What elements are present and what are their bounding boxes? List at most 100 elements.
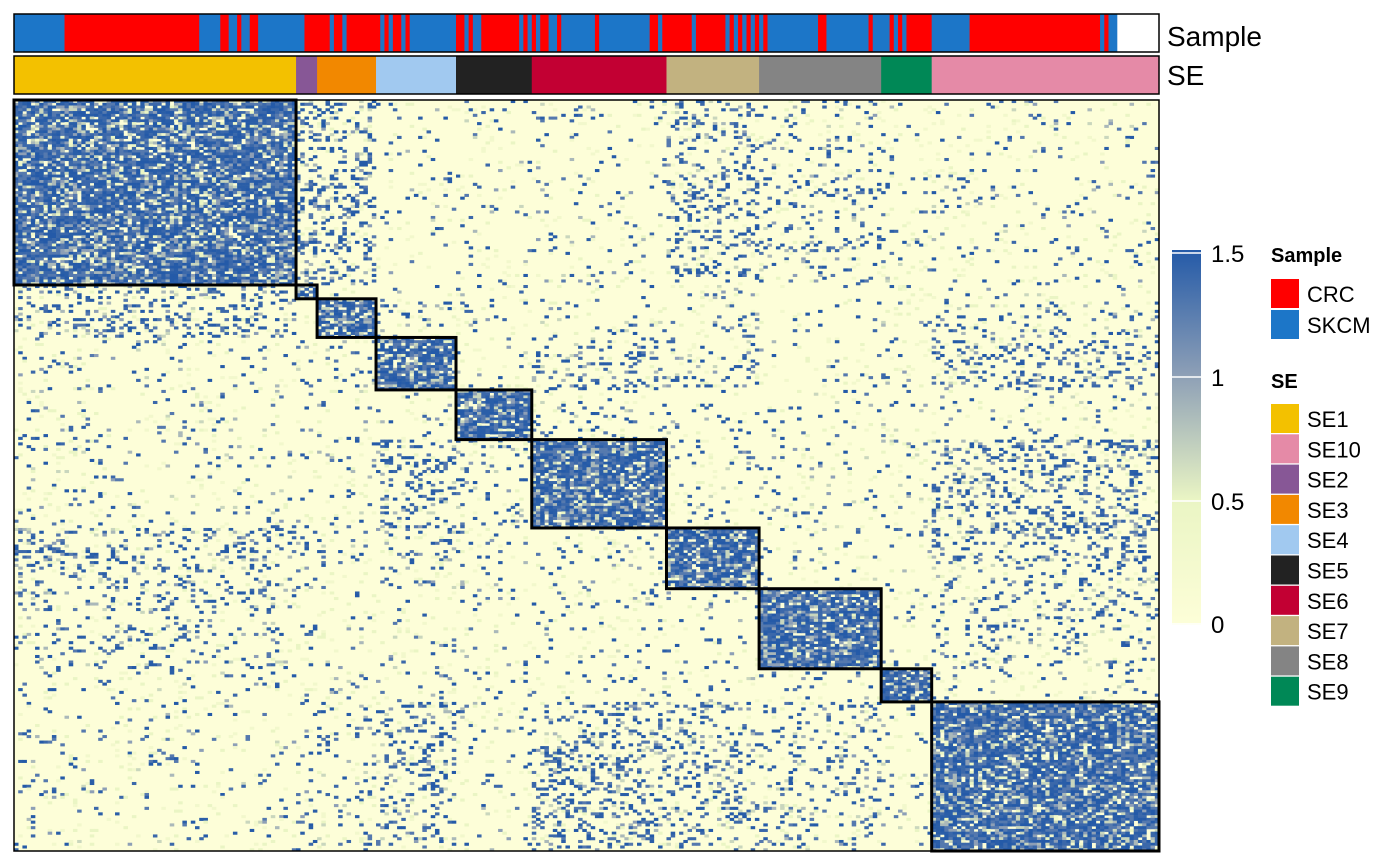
heatmap-cell [237,177,242,181]
heatmap-cell [717,100,722,104]
heatmap-cell [258,199,263,203]
heatmap-cell [127,182,133,186]
heatmap-cell [203,185,208,189]
heatmap-cell [691,138,697,142]
heatmap-cell [144,202,150,206]
heatmap-cell [47,246,53,250]
heatmap-cell [39,180,44,184]
heatmap-cell [418,191,423,195]
heatmap-cell [106,180,112,184]
heatmap-cell [127,235,133,239]
heatmap-cell [220,191,225,195]
heatmap-cell [780,207,785,211]
heatmap-cell [691,249,697,253]
heatmap-cell [270,204,276,208]
heatmap-cell [152,199,158,203]
heatmap-cell [93,124,99,128]
heatmap-cell [767,196,773,200]
heatmap-cell [228,116,234,120]
heatmap-cell [1015,119,1021,123]
heatmap-cell [220,124,225,128]
heatmap-cell [85,180,91,184]
heatmap-cell [81,215,86,220]
sample-track-segment [754,14,760,52]
heatmap-cell [262,249,267,253]
heatmap-cell [586,218,592,222]
heatmap-cell [818,188,823,192]
heatmap-cell [354,177,360,181]
heatmap-cell [89,171,95,175]
heatmap-cell [813,249,819,253]
heatmap-cell [136,254,141,258]
heatmap-cell [245,210,251,214]
heatmap-cell [136,215,141,220]
heatmap-cell [977,202,983,206]
heatmap-cell [157,177,162,181]
heatmap-cell [944,102,949,106]
heatmap-cell [85,108,91,112]
heatmap-cell [241,149,246,153]
heatmap-cell [43,227,48,231]
heatmap-cell [1104,124,1109,128]
heatmap-cell [725,246,730,250]
heatmap-cell [253,174,259,178]
heatmap-cell [18,163,23,167]
heatmap-cell [258,224,263,228]
heatmap-cell [144,166,150,170]
heatmap-cell [674,202,680,206]
heatmap-cell [477,122,482,126]
heatmap-cell [1108,182,1113,186]
heatmap-cell [1108,218,1113,222]
heatmap-cell [140,135,145,139]
heatmap-cell [830,193,836,197]
heatmap-cell [253,144,259,148]
heatmap-cell [102,146,107,150]
heatmap-cell [211,157,217,162]
heatmap-cell [30,152,36,156]
heatmap-cell [270,102,276,106]
heatmap-cell [68,102,74,106]
heatmap-cell [594,169,600,173]
heatmap-cell [241,188,246,192]
heatmap-cell [738,232,743,236]
heatmap-cell [565,251,570,255]
heatmap-cell [312,111,318,115]
heatmap-cell [68,221,74,225]
heatmap-cell [115,119,120,123]
heatmap-cell [346,193,352,197]
heatmap-cell [224,155,229,159]
heatmap-cell [847,138,852,142]
heatmap-cell [106,224,112,228]
heatmap-cell [224,174,229,178]
heatmap-cell [279,235,284,239]
heatmap-cell [106,146,112,150]
heatmap-cell [173,149,179,153]
heatmap-cell [102,196,107,200]
heatmap-cell [64,138,70,142]
heatmap-cell [262,169,267,173]
heatmap-cell [325,102,331,106]
heatmap-cell [26,249,32,253]
heatmap-cell [371,243,377,247]
heatmap-cell [18,135,23,139]
heatmap-cell [266,100,272,104]
heatmap-cell [670,215,676,220]
heatmap-cell [338,108,343,112]
heatmap-cell [241,215,246,220]
heatmap-cell [274,144,280,148]
heatmap-cell [102,240,107,244]
heatmap-cell [649,232,655,236]
heatmap-cell [279,243,284,247]
heatmap-cell [999,238,1004,242]
heatmap-cell [47,227,53,231]
heatmap-cell [148,254,154,258]
heatmap-cell [39,105,44,109]
heatmap-cell [1053,122,1059,126]
heatmap-cell [85,141,91,145]
heatmap-cell [195,193,200,197]
heatmap-cell [308,240,314,244]
heatmap-cell [346,246,352,250]
heatmap-cell [266,144,272,148]
heatmap-cell [889,155,895,159]
heatmap-cell [106,141,112,145]
